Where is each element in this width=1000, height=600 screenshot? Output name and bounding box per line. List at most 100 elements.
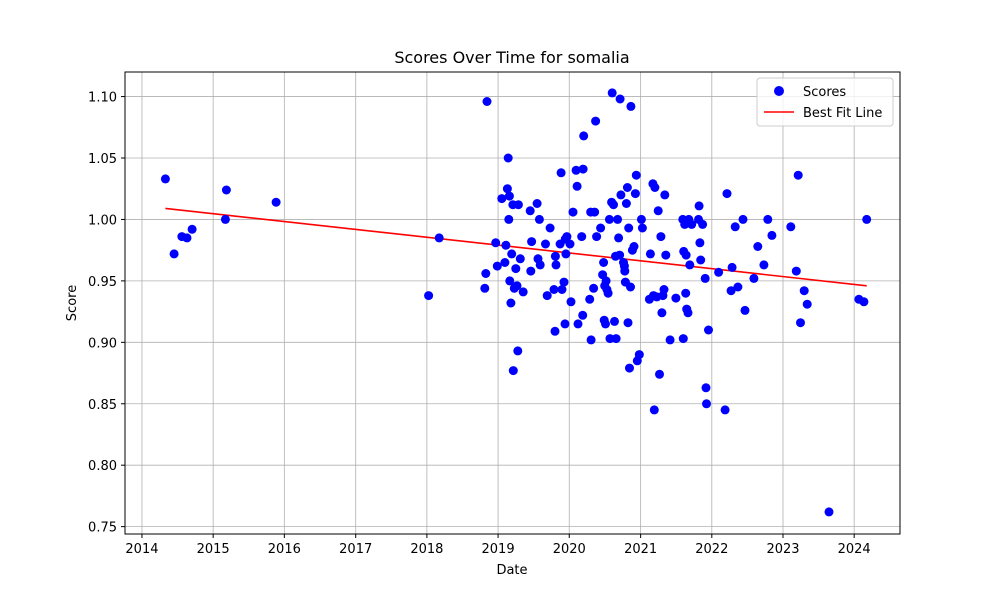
plot-area-frame (124, 71, 901, 535)
data-point (678, 334, 688, 344)
data-point (625, 363, 634, 373)
data-point (160, 174, 170, 184)
data-point (615, 94, 625, 104)
data-point (629, 242, 639, 251)
data-point (624, 223, 634, 233)
data-point (791, 266, 801, 276)
data-point (586, 335, 596, 345)
data-point (610, 316, 619, 326)
data-point (557, 285, 567, 294)
data-point (671, 293, 681, 303)
data-point (655, 369, 664, 379)
data-point (511, 264, 521, 274)
x-tick-label: 2023 (766, 542, 799, 557)
data-point (661, 250, 671, 260)
x-tick-label: 2016 (268, 542, 301, 557)
data-point (726, 286, 736, 296)
legend-scores-marker (774, 86, 784, 96)
x-tick-label: 2014 (125, 542, 158, 557)
data-point (502, 184, 512, 194)
data-point (824, 507, 834, 517)
chart-title: Scores Over Time for somalia (394, 48, 629, 67)
data-point (482, 97, 492, 106)
data-point (549, 285, 559, 294)
y-axis-ticks: 0.75 0.80 0.85 0.90 0.95 1.00 1.05 1.10 (88, 91, 125, 536)
data-point (603, 288, 613, 298)
data-point (601, 276, 611, 286)
data-point (527, 237, 537, 247)
x-tick-label: 2017 (339, 542, 372, 557)
y-tick-label: 1.10 (88, 91, 117, 106)
data-point (504, 191, 514, 201)
data-point (492, 261, 502, 271)
data-point (541, 239, 550, 249)
y-tick-label: 1.05 (88, 152, 117, 167)
data-point (656, 232, 666, 242)
data-point (759, 260, 769, 270)
data-point (545, 223, 555, 233)
data-point (609, 200, 618, 210)
legend: Scores Best Fit Line (756, 77, 894, 127)
data-point (590, 207, 600, 217)
data-point (585, 294, 595, 304)
legend-box (756, 77, 894, 127)
data-point (505, 276, 515, 286)
best-fit-line-group (165, 207, 867, 287)
data-point (786, 222, 796, 232)
data-point (660, 190, 670, 200)
data-point (591, 116, 601, 126)
data-point (620, 266, 630, 276)
data-point (596, 223, 606, 233)
data-point (733, 282, 743, 292)
data-point (480, 283, 490, 293)
data-point (491, 238, 501, 248)
x-tick-label: 2019 (482, 542, 515, 557)
x-tick-label: 2015 (197, 542, 230, 557)
data-point (634, 350, 644, 360)
data-point (615, 250, 625, 260)
data-point (601, 319, 610, 329)
data-point (630, 189, 640, 199)
data-point (645, 249, 655, 259)
data-point (434, 233, 444, 243)
data-point (497, 194, 507, 204)
x-tick-label: 2021 (624, 542, 657, 557)
data-point (508, 366, 518, 376)
data-point (701, 383, 711, 393)
data-point (681, 250, 691, 260)
data-point (859, 297, 869, 307)
data-point (659, 285, 669, 294)
data-point (532, 199, 542, 208)
data-point (526, 266, 536, 276)
data-point (722, 189, 732, 199)
y-tick-label: 0.90 (88, 336, 117, 351)
data-point (626, 282, 635, 292)
data-point (562, 232, 572, 242)
data-point (187, 224, 197, 234)
data-point (793, 170, 803, 180)
data-point (698, 219, 708, 229)
data-point (169, 249, 179, 259)
data-point (182, 233, 192, 243)
data-point (681, 288, 691, 298)
data-point (503, 153, 513, 163)
y-tick-label: 1.00 (88, 213, 117, 228)
x-tick-label: 2018 (410, 542, 443, 557)
data-point (621, 199, 631, 208)
y-tick-label: 0.95 (88, 275, 117, 290)
data-point (767, 230, 777, 240)
data-point (753, 242, 763, 251)
data-point (607, 88, 617, 98)
data-point (221, 185, 231, 195)
data-point (550, 326, 560, 336)
data-point (518, 287, 528, 297)
data-point (566, 297, 576, 307)
data-point (513, 200, 523, 210)
data-point (611, 334, 621, 344)
data-point (577, 232, 587, 242)
data-point (592, 232, 602, 242)
data-point (578, 164, 588, 174)
data-point (626, 101, 636, 111)
data-point (500, 258, 510, 267)
data-point (573, 319, 583, 329)
